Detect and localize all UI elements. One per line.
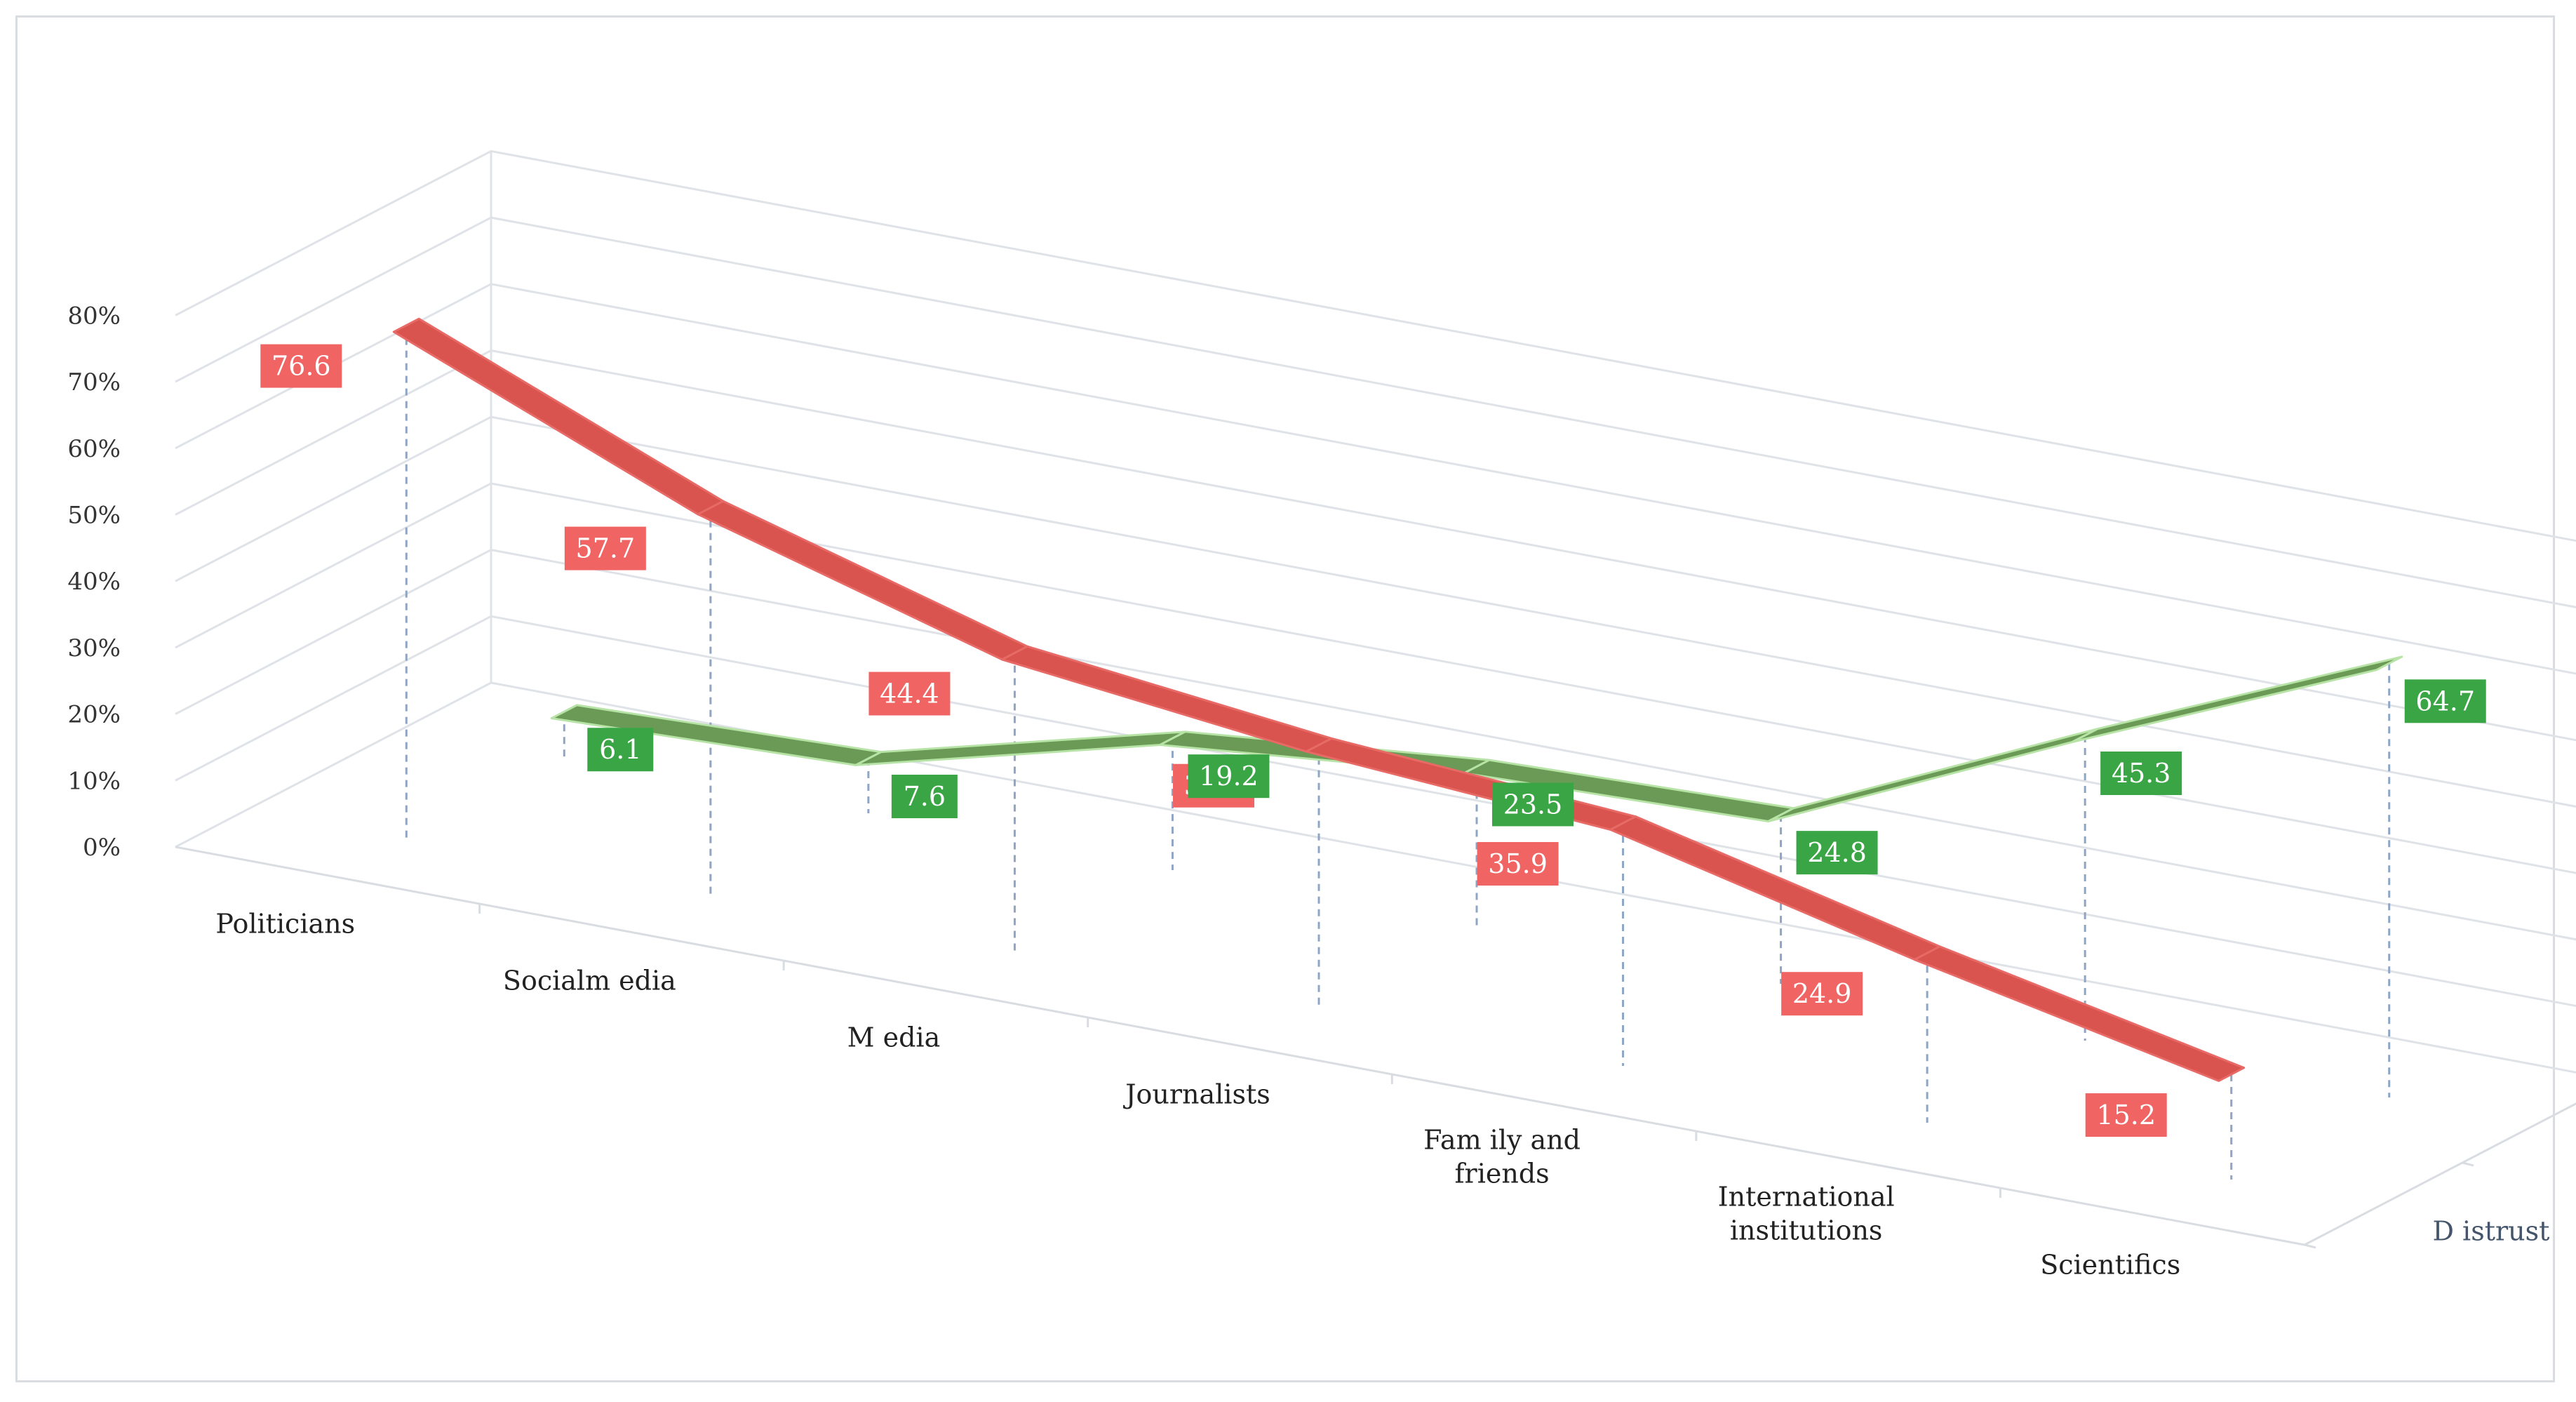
depth-tick-mark [2462,1161,2474,1167]
y-tick-label: 60% [67,435,121,463]
gridline [175,615,2576,1008]
category-labels: Politicians Socialm edia M edia Journalists… [215,909,2180,1281]
x-tick-label: Fam ily and friends [1423,1125,1581,1189]
data-label-box [2404,679,2486,723]
data-label-trust: 64.7 [2404,679,2486,723]
series-ribbons [392,317,2403,1082]
y-tick-label: 0% [83,834,121,862]
gridline [175,149,2576,542]
series-ribbon-distrust [392,317,2246,1082]
data-label-text: 24.9 [1792,978,1852,1009]
series-axis-label: D istrust [2433,1216,2550,1247]
data-label-box [2100,752,2182,796]
gridlines [175,149,2576,1074]
x-tick-label: Politicians [215,909,355,940]
data-label-text: 57.7 [576,533,636,564]
data-label-trust: 7.6 [891,775,958,819]
data-label-text: 64.7 [2415,686,2475,716]
data-label-box [587,728,654,772]
drop-lines [405,325,2391,1180]
data-label-box [891,775,958,819]
y-tick-label: 10% [67,767,121,795]
y-tick-label: 80% [67,302,121,330]
data-label-trust: 45.3 [2100,752,2182,796]
x-tick-label: Socialm edia [503,966,676,996]
y-tick-label: 20% [67,701,121,729]
depth-tick-mark [2304,1243,2316,1249]
gridline [175,283,2576,675]
x-tick-label: International institutions [1718,1182,1895,1246]
data-label-distrust: 35.9 [1477,842,1559,886]
gridline [175,482,2576,874]
data-label-box [1796,831,1878,875]
data-label-box [260,344,342,388]
series-labels: TrustD istrust [2433,1216,2550,1247]
data-label-text: 23.5 [1503,789,1563,820]
data-label-box [1188,754,1270,799]
y-tick-label: 40% [67,568,121,596]
data-label-distrust: 57.7 [564,526,646,570]
data-label-text: 15.2 [2096,1100,2156,1130]
x-axis-line [175,846,2305,1246]
x-tick-label: Scientifics [2040,1250,2180,1281]
data-label-text: 7.6 [904,781,946,812]
x-tick-label: M edia [847,1022,941,1053]
data-label-distrust: 76.6 [260,344,342,388]
data-label-text: 76.6 [271,351,331,382]
ribbon-segment [697,500,1028,661]
y-tick-label: 30% [67,634,121,662]
ribbon-segment [1913,945,2246,1082]
data-label-trust: 24.8 [1796,831,1878,875]
series-ribbon-trust [550,655,2403,823]
gridline [175,681,2576,1074]
data-label-distrust: 15.2 [2085,1093,2167,1137]
data-label-box [564,526,646,570]
floor [175,846,2576,1249]
ribbon-segment [392,317,725,516]
data-label-text: 44.4 [880,679,939,709]
data-label-box [2085,1093,2167,1137]
data-label-box [1477,842,1559,886]
y-tick-label: 70% [67,368,121,396]
x-tick-label: Journalists [1122,1079,1270,1110]
ribbon-segment [854,730,1186,766]
data-label-distrust: 24.9 [1781,972,1863,1016]
data-label-text: 35.9 [1488,848,1548,879]
data-label-text: 45.3 [2112,758,2171,789]
data-label-trust: 23.5 [1492,782,1574,827]
ribbon-segment [2071,655,2403,743]
data-label-text: 24.8 [1807,837,1867,868]
data-label-box [868,672,951,716]
data-label-trust: 6.1 [587,728,654,772]
data-label-distrust: 44.4 [868,672,951,716]
data-label-trust: 19.2 [1188,754,1270,799]
data-label-text: 19.2 [1199,761,1259,792]
data-label-box [1492,782,1574,827]
y-tick-label: 50% [67,502,121,530]
y-axis-ticks: 0% 10% 20% 30% 40% 50% 60% 70% 80% [67,302,121,862]
data-label-box [1781,972,1863,1016]
ribbon-segment [1609,815,1941,961]
data-label-text: 6.1 [599,734,641,765]
data-labels: 76.657.744.439.135.924.915.26.17.619.223… [260,344,2486,1137]
